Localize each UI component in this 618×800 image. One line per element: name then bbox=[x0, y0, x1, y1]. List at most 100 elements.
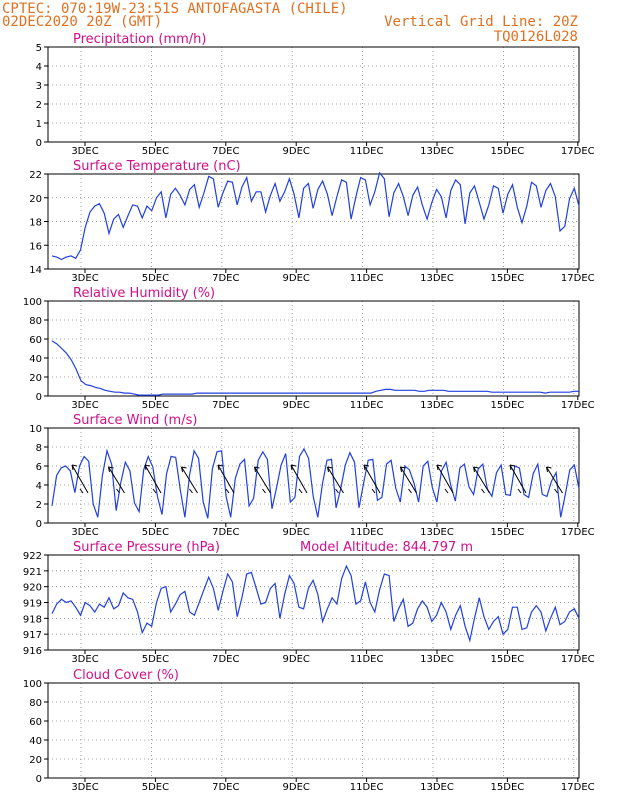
wind-vector bbox=[408, 488, 412, 494]
wind-vector bbox=[262, 488, 266, 494]
wind-vector bbox=[546, 466, 563, 494]
plot-frame bbox=[47, 682, 580, 779]
wind-vector-head bbox=[363, 464, 370, 471]
x-tick-label: 3DEC bbox=[71, 273, 98, 284]
wind-vector bbox=[79, 488, 84, 494]
plot-frame bbox=[47, 427, 580, 524]
y-tick-label: 80 bbox=[29, 698, 42, 709]
wind-vector-head bbox=[254, 466, 260, 473]
x-tick-label: 15DEC bbox=[491, 400, 525, 411]
wind-vector bbox=[189, 488, 193, 494]
y-tick-label: 3 bbox=[36, 81, 42, 92]
wind-vector bbox=[144, 464, 162, 494]
panel-title: Cloud Cover (%) bbox=[73, 668, 179, 683]
wind-vector bbox=[254, 466, 271, 494]
y-tick-label: 916 bbox=[23, 646, 42, 657]
panel-title: Surface Pressure (hPa) bbox=[73, 540, 220, 555]
y-tick-label: 6 bbox=[36, 462, 42, 473]
x-tick-label: 11DEC bbox=[350, 146, 384, 157]
plot-frame bbox=[47, 300, 580, 397]
wind-vector-head bbox=[436, 464, 443, 471]
x-tick-label: 11DEC bbox=[350, 273, 384, 284]
wind-vector bbox=[290, 464, 308, 494]
y-tick-label: 20 bbox=[29, 373, 42, 384]
x-tick-label: 13DEC bbox=[420, 146, 454, 157]
x-tick-label: 9DEC bbox=[283, 654, 310, 665]
x-tick-label: 11DEC bbox=[350, 782, 384, 793]
wind-vector bbox=[225, 488, 230, 494]
x-tick-label: 3DEC bbox=[71, 654, 98, 665]
y-tick-label: 0 bbox=[36, 138, 42, 149]
y-tick-label: 14 bbox=[29, 265, 42, 276]
panel-3: 0 2 4 6 8 10 3DEC 5DEC 7DEC 9DEC 11DEC 13DEC 15DEC 17… bbox=[29, 413, 594, 538]
x-tick-label: 17DEC bbox=[561, 400, 595, 411]
wind-vector bbox=[554, 488, 558, 494]
panel-4: 916 917 918 919 920 921 922 3DEC 5DEC 7DEC 9DEC 11D… bbox=[23, 540, 595, 665]
x-tick-label: 13DEC bbox=[420, 400, 454, 411]
y-tick-label: 4 bbox=[36, 62, 42, 73]
x-tick-label: 7DEC bbox=[212, 146, 239, 157]
y-tick-label: 80 bbox=[29, 316, 42, 327]
y-tick-label: 16 bbox=[29, 241, 42, 252]
y-tick-label: 22 bbox=[29, 170, 42, 181]
y-tick-label: 40 bbox=[29, 354, 42, 365]
wind-vector-head bbox=[290, 464, 297, 471]
x-tick-label: 15DEC bbox=[491, 782, 525, 793]
y-tick-label: 60 bbox=[29, 717, 42, 728]
wind-vector-head bbox=[217, 464, 224, 471]
wind-vector-head bbox=[181, 466, 187, 473]
x-tick-label: 13DEC bbox=[420, 273, 454, 284]
y-tick-label: 920 bbox=[23, 583, 42, 594]
panel-title: Surface Temperature (nC) bbox=[73, 159, 241, 174]
series-line bbox=[51, 447, 580, 519]
y-tick-label: 10 bbox=[29, 424, 42, 435]
y-tick-label: 922 bbox=[23, 551, 42, 562]
panel-annotation: Model Altitude: 844.797 m bbox=[300, 540, 473, 555]
y-tick-label: 2 bbox=[36, 500, 42, 511]
x-tick-label: 11DEC bbox=[350, 654, 384, 665]
x-tick-label: 7DEC bbox=[212, 400, 239, 411]
x-tick-label: 11DEC bbox=[350, 527, 384, 538]
x-tick-label: 9DEC bbox=[283, 146, 310, 157]
wind-vector-head bbox=[71, 464, 78, 471]
wind-vector bbox=[298, 488, 303, 494]
wind-vector bbox=[400, 466, 417, 494]
wind-vector bbox=[327, 466, 344, 494]
wind-vector-head bbox=[327, 466, 333, 473]
x-tick-label: 5DEC bbox=[142, 146, 169, 157]
y-tick-label: 100 bbox=[23, 297, 42, 308]
wind-vector bbox=[71, 464, 89, 494]
x-tick-label: 5DEC bbox=[142, 273, 169, 284]
wind-vector bbox=[152, 488, 157, 494]
y-tick-label: 20 bbox=[29, 755, 42, 766]
y-tick-label: 60 bbox=[29, 335, 42, 346]
y-tick-label: 40 bbox=[29, 736, 42, 747]
wind-vector bbox=[481, 488, 485, 494]
series-line bbox=[51, 171, 580, 261]
plot-frame bbox=[47, 46, 580, 143]
x-tick-label: 15DEC bbox=[491, 146, 525, 157]
x-tick-label: 5DEC bbox=[142, 782, 169, 793]
x-tick-label: 7DEC bbox=[212, 273, 239, 284]
y-tick-label: 18 bbox=[29, 218, 42, 229]
y-tick-label: 2 bbox=[36, 100, 42, 111]
wind-vector-head bbox=[108, 466, 114, 473]
y-tick-label: 0 bbox=[36, 519, 42, 530]
header-station: CPTEC: 070:19W-23:51S ANTOFAGASTA (CHILE… bbox=[2, 1, 348, 17]
wind-vector bbox=[371, 488, 376, 494]
panel-title: Precipitation (mm/h) bbox=[73, 32, 206, 47]
wind-vector bbox=[363, 464, 381, 494]
wind-vector bbox=[473, 466, 490, 494]
panel-2: 0 20 40 60 80 100 3DEC 5DEC 7DEC 9DEC 11DEC 13DEC 15… bbox=[23, 286, 595, 411]
x-tick-label: 13DEC bbox=[420, 782, 454, 793]
x-tick-label: 3DEC bbox=[71, 146, 98, 157]
wind-vector-head bbox=[546, 466, 552, 473]
y-tick-label: 0 bbox=[36, 392, 42, 403]
header-grid-note: Vertical Grid Line: 20Z bbox=[384, 14, 578, 30]
x-tick-label: 7DEC bbox=[212, 782, 239, 793]
header-model-id: TQ0126L028 bbox=[494, 29, 578, 45]
x-tick-label: 9DEC bbox=[283, 400, 310, 411]
x-tick-label: 17DEC bbox=[561, 146, 595, 157]
x-tick-label: 7DEC bbox=[212, 654, 239, 665]
